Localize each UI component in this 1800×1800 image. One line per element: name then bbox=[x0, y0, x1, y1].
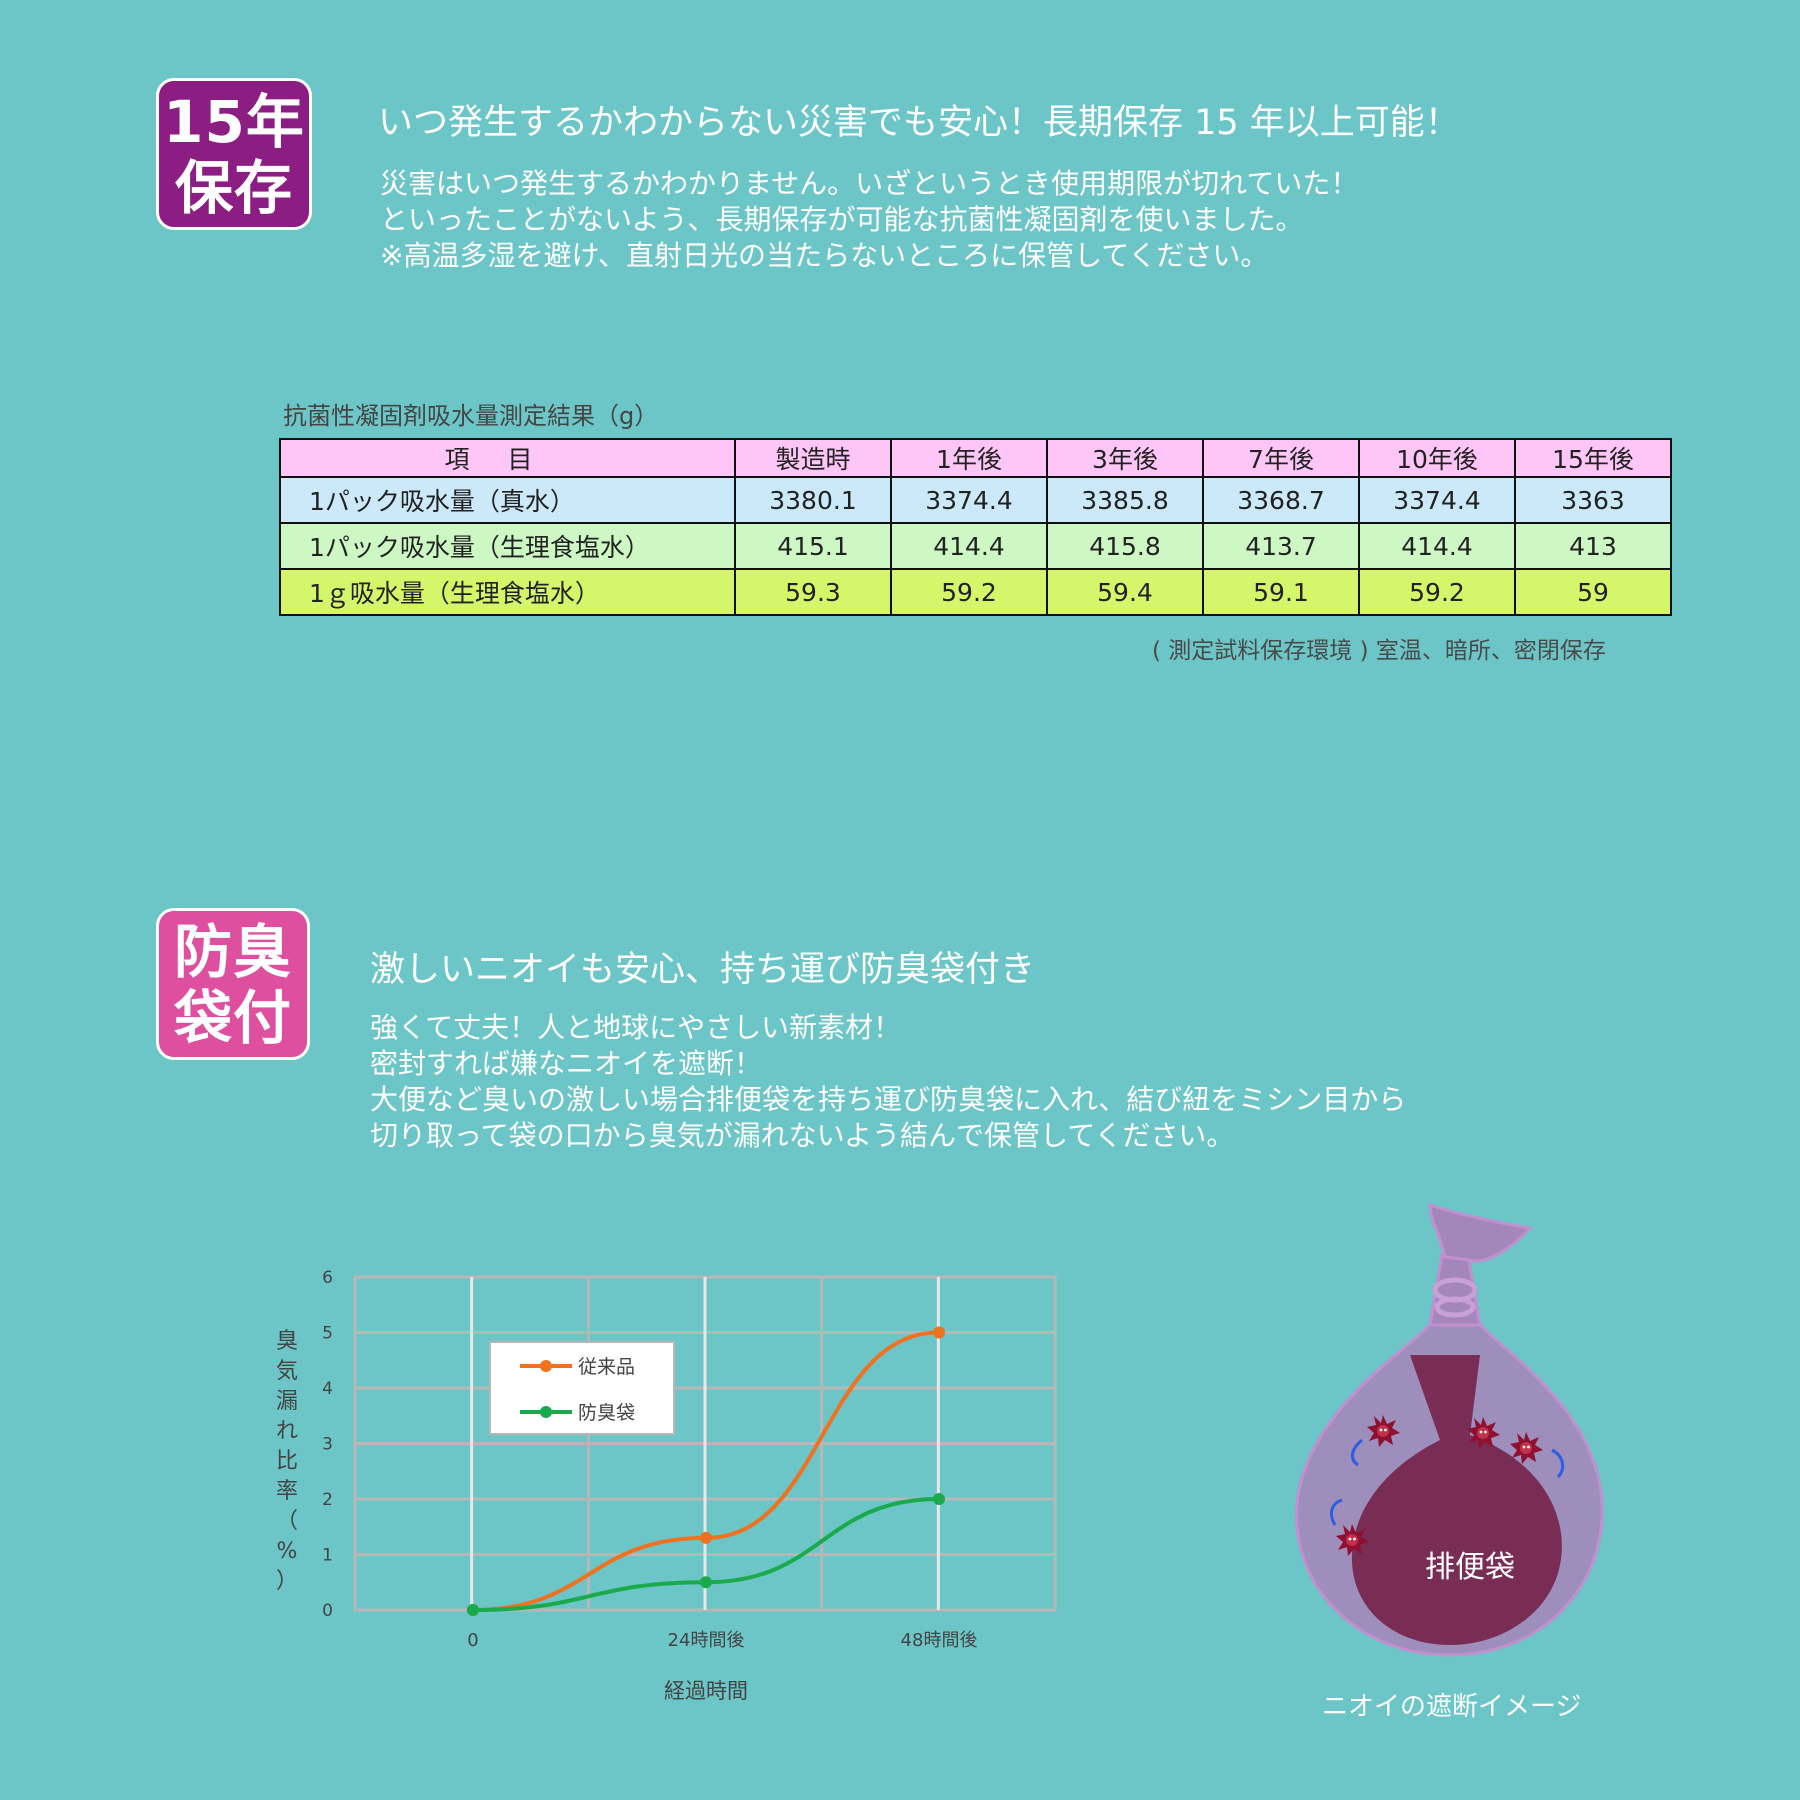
blocked-arrow-icon bbox=[1330, 1498, 1343, 1526]
y-tick-label: 6 bbox=[322, 1268, 333, 1288]
y-axis-label-char: （ bbox=[276, 1509, 298, 1534]
storage-15-years-badge: 15年 保存 bbox=[156, 78, 312, 230]
badge-line-1: 15年 bbox=[163, 88, 305, 156]
data-point bbox=[467, 1604, 479, 1616]
table-row: 1ｇ吸水量（生理食塩水） 59.3 59.2 59.4 59.1 59.2 59 bbox=[279, 568, 1672, 616]
legend-swatch-marker bbox=[540, 1406, 552, 1418]
table-cell: 59.4 bbox=[1046, 568, 1204, 616]
inner-bag-label: 排便袋 bbox=[1425, 1550, 1515, 1585]
section1-heading: いつ発生するかわからない災害でも安心！長期保存 15 年以上可能！ bbox=[378, 103, 1460, 143]
data-point bbox=[700, 1531, 712, 1544]
chart-grid bbox=[353, 1275, 1057, 1612]
y-axis-label-char: 比 bbox=[276, 1449, 298, 1474]
table-header-cell: 7年後 bbox=[1202, 438, 1360, 478]
y-tick-label: 1 bbox=[322, 1546, 333, 1566]
table-caption: 抗菌性凝固剤吸水量測定結果（g） bbox=[283, 402, 659, 430]
table-cell: 415.1 bbox=[734, 522, 892, 570]
y-tick-label: 5 bbox=[322, 1324, 333, 1344]
section2-body-line: 大便など臭いの激しい場合排便袋を持ち運び防臭袋に入れ、結び紐をミシン目から bbox=[370, 1083, 1407, 1116]
absorption-table: 項目 製造時 1年後 3年後 7年後 10年後 15年後 1パック吸水量（真水）… bbox=[279, 438, 1672, 616]
legend-label: 従来品 bbox=[578, 1356, 635, 1378]
y-axis-label-char: 気 bbox=[276, 1359, 298, 1384]
table-row: 1パック吸水量（真水） 3380.1 3374.4 3385.8 3368.7 … bbox=[279, 476, 1672, 524]
section2-body-line: 密封すれば嫌なニオイを遮断！ bbox=[370, 1047, 763, 1080]
table-header-cell: 1年後 bbox=[890, 438, 1048, 478]
y-axis-label-char: れ bbox=[276, 1419, 298, 1444]
table-header-cell: 3年後 bbox=[1046, 438, 1204, 478]
x-tick-label: 48時間後 bbox=[901, 1630, 978, 1651]
section1-body-line: といったことがないよう、長期保存が可能な抗菌性凝固剤を使いました。 bbox=[380, 203, 1304, 236]
y-tick-label: 0 bbox=[322, 1601, 333, 1621]
badge-line-2: 保存 bbox=[174, 154, 293, 222]
section2-body: 強くて丈夫！人と地球にやさしい新素材！ 密封すれば嫌なニオイを遮断！ 大便など臭… bbox=[370, 1010, 1406, 1154]
section2-body-line: 切り取って袋の口から臭気が漏れないよう結んで保管してください。 bbox=[370, 1119, 1235, 1152]
section1-body-line: ※高温多湿を避け、直射日光の当たらないところに保管してください。 bbox=[380, 239, 1269, 272]
y-tick-label: 2 bbox=[322, 1490, 333, 1510]
table-cell: 59.3 bbox=[734, 568, 892, 616]
badge-line-1: 防臭 bbox=[173, 918, 292, 986]
chart-axes: 0 1 2 3 4 5 6 0 24時間後 48時間後 bbox=[322, 1268, 977, 1651]
y-tick-label: 3 bbox=[322, 1435, 333, 1455]
deodorant-bag-illustration: 排便袋 bbox=[1295, 1202, 1604, 1657]
y-axis-label-char: ） bbox=[276, 1569, 298, 1594]
table-header-cell: 項目 bbox=[279, 438, 736, 478]
section1-body-line: 災害はいつ発生するかわかりません。いざというとき使用期限が切れていた！ bbox=[380, 167, 1359, 200]
table-header-cell: 製造時 bbox=[734, 438, 892, 478]
blocked-arrow-icon bbox=[1551, 1448, 1565, 1479]
y-axis-label-char: % bbox=[277, 1539, 298, 1564]
legend-swatch-marker bbox=[540, 1360, 552, 1372]
deodorant-bag-badge: 防臭 袋付 bbox=[156, 908, 310, 1060]
table-header-cell: 15年後 bbox=[1514, 438, 1672, 478]
y-tick-label: 4 bbox=[322, 1379, 333, 1399]
table-cell: 413 bbox=[1514, 522, 1672, 570]
legend-label: 防臭袋 bbox=[578, 1402, 635, 1424]
x-axis-label: 経過時間 bbox=[664, 1679, 748, 1703]
table-row-label: 1ｇ吸水量（生理食塩水） bbox=[279, 568, 736, 616]
illustration-caption: ニオイの遮断イメージ bbox=[1322, 1692, 1582, 1722]
table-header-cell: 10年後 bbox=[1358, 438, 1516, 478]
data-point bbox=[933, 1493, 945, 1505]
table-cell: 3368.7 bbox=[1202, 476, 1360, 524]
data-point bbox=[700, 1576, 712, 1589]
table-cell: 3380.1 bbox=[734, 476, 892, 524]
table-note: ( 測定試料保存環境 ) 室温、暗所、密閉保存 bbox=[1152, 638, 1606, 664]
x-tick-label: 0 bbox=[467, 1630, 478, 1651]
section1-body: 災害はいつ発生するかわかりません。いざというとき使用期限が切れていた！ といった… bbox=[380, 166, 1358, 274]
chart-series-layer bbox=[467, 1326, 945, 1616]
data-point bbox=[933, 1326, 945, 1339]
y-axis-label-char: 率 bbox=[276, 1479, 298, 1504]
table-row-label: 1パック吸水量（真水） bbox=[279, 476, 736, 524]
y-axis-label-char: 漏 bbox=[276, 1389, 298, 1414]
inner-bag-shape bbox=[1351, 1355, 1562, 1645]
blocked-arrow-icon bbox=[1351, 1438, 1363, 1467]
table-cell: 414.4 bbox=[890, 522, 1048, 570]
table-row: 1パック吸水量（生理食塩水） 415.1 414.4 415.8 413.7 4… bbox=[279, 522, 1672, 570]
section2-heading: 激しいニオイも安心、持ち運び防臭袋付き bbox=[370, 950, 1036, 990]
table-header-row: 項目 製造時 1年後 3年後 7年後 10年後 15年後 bbox=[279, 438, 1672, 478]
x-tick-label: 24時間後 bbox=[668, 1630, 745, 1651]
table-cell: 414.4 bbox=[1358, 522, 1516, 570]
section2-body-line: 強くて丈夫！人と地球にやさしい新素材！ bbox=[370, 1011, 902, 1044]
table-cell: 3363 bbox=[1514, 476, 1672, 524]
table-cell: 413.7 bbox=[1202, 522, 1360, 570]
bag-knot-loop bbox=[1434, 1296, 1476, 1318]
bag-top-flap bbox=[1428, 1202, 1533, 1263]
table-cell: 59.2 bbox=[1358, 568, 1516, 616]
legend-box bbox=[489, 1341, 675, 1435]
table-row-label: 1パック吸水量（生理食塩水） bbox=[279, 522, 736, 570]
series-line bbox=[472, 1330, 940, 1612]
table-cell: 3374.4 bbox=[890, 476, 1048, 524]
table-cell: 59.2 bbox=[890, 568, 1048, 616]
table-cell: 59 bbox=[1514, 568, 1672, 616]
badge-line-2: 袋付 bbox=[173, 984, 292, 1052]
y-axis-label-char: 臭 bbox=[276, 1329, 298, 1354]
table-cell: 59.1 bbox=[1202, 568, 1360, 616]
table-cell: 3385.8 bbox=[1046, 476, 1204, 524]
table-cell: 415.8 bbox=[1046, 522, 1204, 570]
table-cell: 3374.4 bbox=[1358, 476, 1516, 524]
